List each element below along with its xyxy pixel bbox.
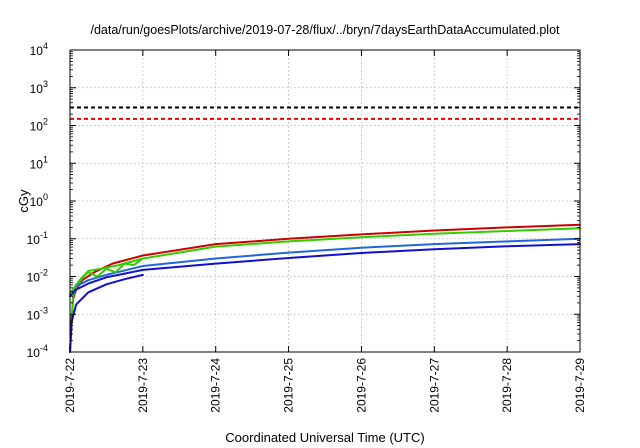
y-tick-label: 101 bbox=[30, 154, 48, 171]
x-tick-label: 2019-7-24 bbox=[209, 358, 223, 413]
series-line bbox=[69, 223, 581, 353]
y-tick-exponent: 4 bbox=[43, 41, 48, 51]
x-tick-label: 2019-7-26 bbox=[354, 358, 368, 413]
y-tick-label: 10-2 bbox=[27, 268, 48, 285]
y-tick-label: 102 bbox=[30, 117, 48, 134]
series-line bbox=[69, 257, 144, 295]
grid bbox=[70, 50, 580, 352]
x-tick-label: 2019-7-29 bbox=[573, 358, 587, 413]
series-line bbox=[69, 237, 581, 295]
y-tick-label: 10-3 bbox=[27, 305, 48, 322]
y-tick-exponent: 2 bbox=[43, 117, 48, 127]
chart-title: /data/run/goesPlots/archive/2019-07-28/f… bbox=[90, 23, 560, 37]
y-tick-exponent: 0 bbox=[43, 192, 48, 202]
series-line bbox=[69, 243, 581, 298]
y-tick-label: 103 bbox=[30, 79, 48, 96]
y-tick-exponent: 3 bbox=[43, 79, 48, 89]
x-tick-label: 2019-7-25 bbox=[282, 358, 296, 413]
y-axis-title: cGy bbox=[16, 189, 31, 213]
y-tick-exponent: -3 bbox=[40, 305, 48, 315]
y-tick-label: 10-4 bbox=[27, 343, 48, 360]
y-tick-label: 100 bbox=[30, 192, 48, 209]
x-axis-title: Coordinated Universal Time (UTC) bbox=[225, 430, 424, 445]
x-tick-label: 2019-7-22 bbox=[63, 358, 77, 413]
data-series bbox=[69, 223, 581, 353]
y-tick-exponent: -4 bbox=[40, 343, 48, 353]
y-tick-exponent: 1 bbox=[43, 154, 48, 164]
y-tick-label: 10-1 bbox=[27, 230, 48, 247]
threshold-lines bbox=[70, 106, 580, 120]
x-axis: 2019-7-22 2019-7-23 2019-7-24 2019-7-25 2019… bbox=[63, 50, 587, 413]
x-tick-label: 2019-7-23 bbox=[136, 358, 150, 413]
y-tick-exponent: -1 bbox=[40, 230, 48, 240]
x-tick-label: 2019-7-27 bbox=[427, 358, 441, 413]
y-tick-label: 104 bbox=[30, 41, 48, 58]
x-tick-label: 2019-7-28 bbox=[500, 358, 514, 413]
y-tick-exponent: -2 bbox=[40, 268, 48, 278]
